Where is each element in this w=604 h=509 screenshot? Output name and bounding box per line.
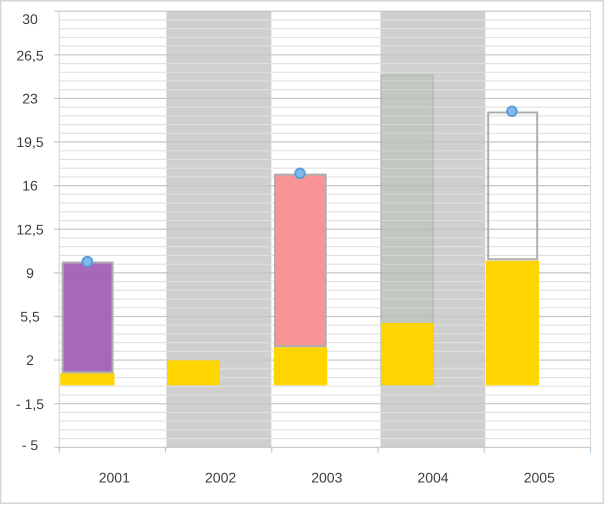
svg-text:2005: 2005 [524, 470, 555, 486]
svg-text:2003: 2003 [311, 470, 342, 486]
svg-text:- 5: - 5 [22, 437, 39, 453]
svg-text:9: 9 [26, 265, 34, 281]
svg-text:- 1,5: - 1,5 [16, 396, 44, 412]
svg-text:2: 2 [26, 352, 34, 368]
svg-text:30: 30 [22, 11, 38, 27]
svg-text:2002: 2002 [205, 470, 236, 486]
svg-text:5,5: 5,5 [20, 309, 40, 325]
svg-text:2001: 2001 [99, 470, 130, 486]
svg-text:19,5: 19,5 [16, 134, 43, 150]
svg-text:16: 16 [22, 178, 38, 194]
svg-text:26,5: 26,5 [16, 48, 43, 64]
svg-text:2004: 2004 [417, 470, 448, 486]
svg-text:12,5: 12,5 [16, 221, 43, 237]
svg-text:23: 23 [22, 91, 38, 107]
